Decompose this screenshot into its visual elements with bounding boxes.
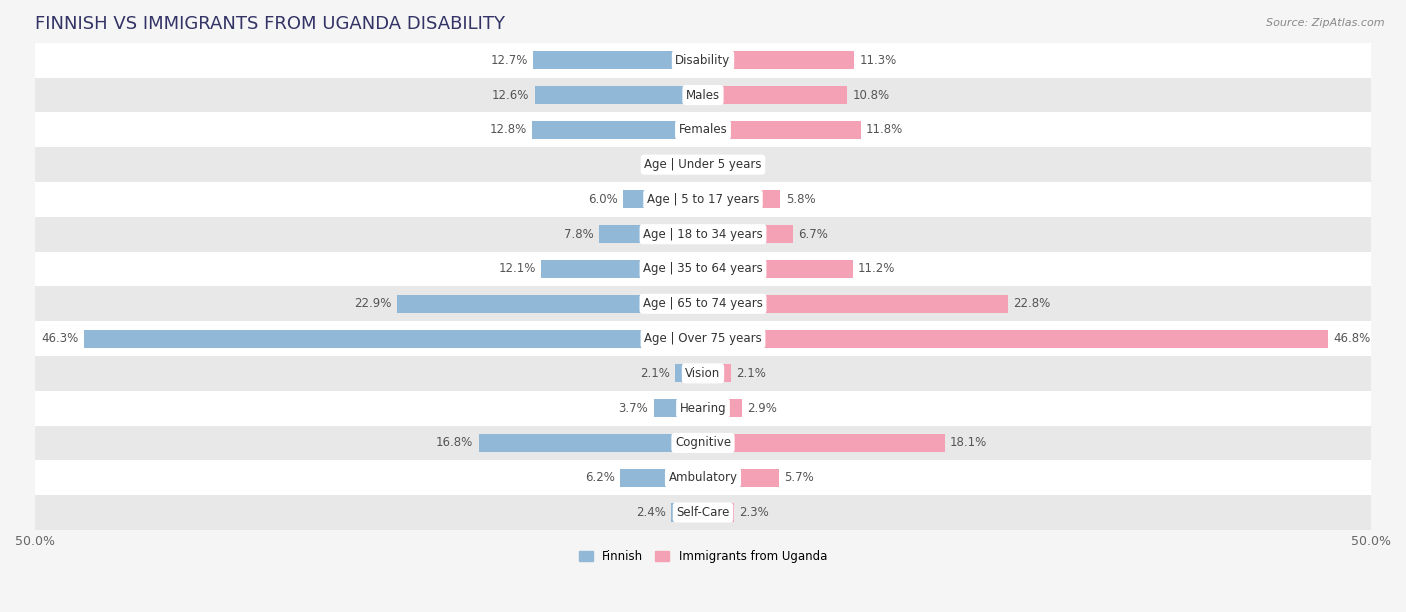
Bar [703,295,1008,313]
Text: 12.6%: 12.6% [492,89,529,102]
Text: Ambulatory: Ambulatory [668,471,738,484]
Text: FINNISH VS IMMIGRANTS FROM UGANDA DISABILITY: FINNISH VS IMMIGRANTS FROM UGANDA DISABI… [35,15,505,33]
Text: 1.6%: 1.6% [647,158,676,171]
Text: Age | 65 to 74 years: Age | 65 to 74 years [643,297,763,310]
Text: 7.8%: 7.8% [564,228,593,241]
Bar [35,460,1371,495]
Bar [35,390,1371,425]
Text: Hearing: Hearing [679,401,727,415]
Text: Males: Males [686,89,720,102]
Bar [35,356,1371,390]
Text: 22.9%: 22.9% [354,297,392,310]
Bar [396,295,703,313]
Text: 11.3%: 11.3% [859,54,897,67]
Bar [654,399,703,417]
Text: Age | 35 to 64 years: Age | 35 to 64 years [643,263,763,275]
Bar [35,78,1371,113]
Bar [35,286,1371,321]
Text: 6.7%: 6.7% [797,228,828,241]
Bar [35,495,1371,530]
Text: 2.1%: 2.1% [737,367,766,380]
Text: 6.2%: 6.2% [585,471,614,484]
Bar [35,147,1371,182]
Bar [35,321,1371,356]
Bar [703,51,853,69]
Text: 1.1%: 1.1% [723,158,754,171]
Text: 10.8%: 10.8% [852,89,890,102]
Text: 11.2%: 11.2% [858,263,896,275]
Bar [84,329,703,348]
Text: 2.4%: 2.4% [636,506,665,519]
Text: Disability: Disability [675,54,731,67]
Text: 18.1%: 18.1% [950,436,987,449]
Bar [531,121,703,139]
Text: 2.9%: 2.9% [747,401,778,415]
Bar [703,434,945,452]
Bar [682,155,703,174]
Bar [534,86,703,104]
Bar [703,225,793,243]
Legend: Finnish, Immigrants from Uganda: Finnish, Immigrants from Uganda [574,545,832,568]
Bar [35,252,1371,286]
Text: 2.1%: 2.1% [640,367,669,380]
Bar [671,504,703,521]
Text: Self-Care: Self-Care [676,506,730,519]
Text: 12.8%: 12.8% [489,124,527,136]
Text: Age | 18 to 34 years: Age | 18 to 34 years [643,228,763,241]
Text: Females: Females [679,124,727,136]
Bar [35,43,1371,78]
Text: 12.1%: 12.1% [499,263,536,275]
Bar [35,425,1371,460]
Text: 46.8%: 46.8% [1334,332,1371,345]
Text: 12.7%: 12.7% [491,54,529,67]
Text: 5.8%: 5.8% [786,193,815,206]
Bar [599,225,703,243]
Text: 5.7%: 5.7% [785,471,814,484]
Bar [703,86,848,104]
Bar [35,113,1371,147]
Text: 2.3%: 2.3% [740,506,769,519]
Bar [703,399,742,417]
Text: Age | Under 5 years: Age | Under 5 years [644,158,762,171]
Bar [703,504,734,521]
Text: 6.0%: 6.0% [588,193,617,206]
Text: Cognitive: Cognitive [675,436,731,449]
Text: 46.3%: 46.3% [42,332,79,345]
Bar [620,469,703,487]
Bar [703,121,860,139]
Bar [703,364,731,382]
Bar [703,329,1329,348]
Text: Age | Over 75 years: Age | Over 75 years [644,332,762,345]
Bar [541,260,703,278]
Text: Source: ZipAtlas.com: Source: ZipAtlas.com [1267,18,1385,28]
Bar [35,182,1371,217]
Bar [533,51,703,69]
Bar [703,469,779,487]
Bar [35,217,1371,252]
Text: 16.8%: 16.8% [436,436,474,449]
Bar [478,434,703,452]
Bar [703,260,852,278]
Text: 11.8%: 11.8% [866,124,903,136]
Bar [675,364,703,382]
Text: 3.7%: 3.7% [619,401,648,415]
Text: Age | 5 to 17 years: Age | 5 to 17 years [647,193,759,206]
Bar [703,190,780,209]
Bar [703,155,717,174]
Bar [623,190,703,209]
Text: 22.8%: 22.8% [1012,297,1050,310]
Text: Vision: Vision [685,367,721,380]
